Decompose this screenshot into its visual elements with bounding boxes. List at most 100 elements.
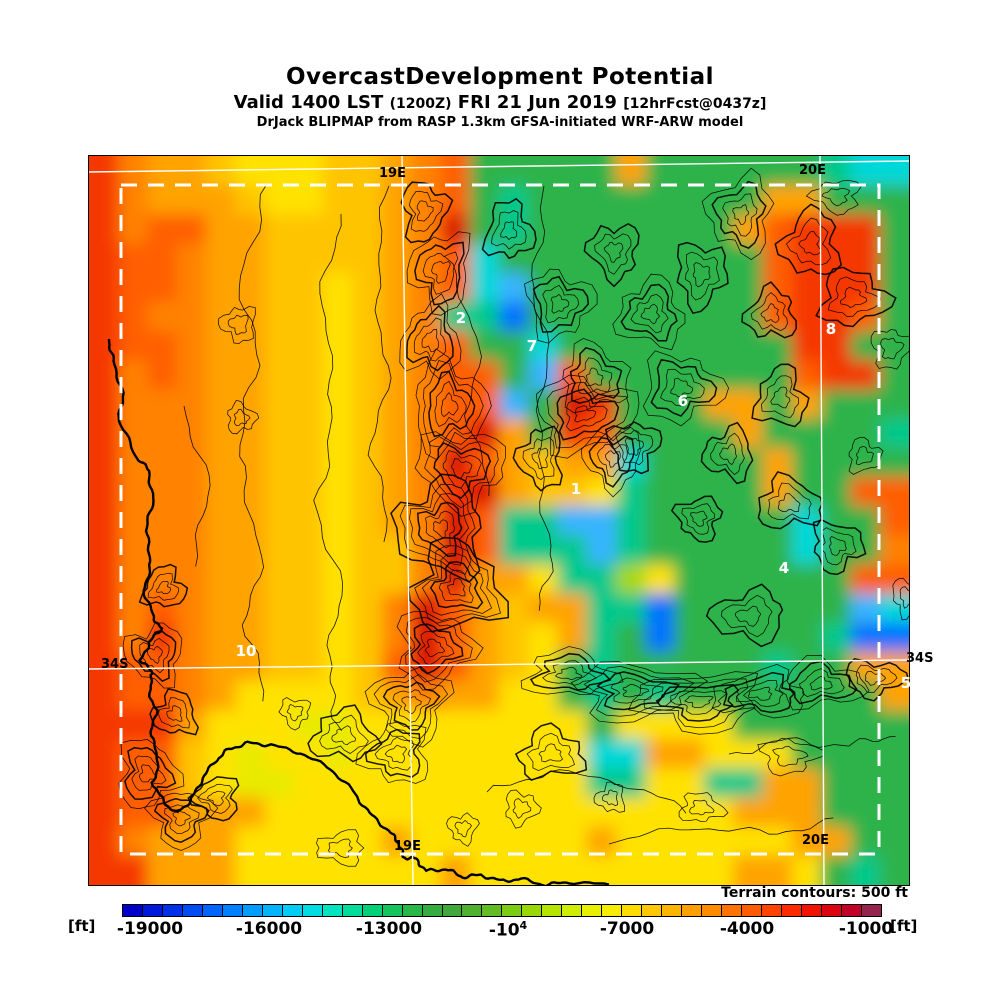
field-cell: [616, 593, 647, 624]
field-cell: [821, 826, 852, 858]
field-cell: [264, 505, 296, 537]
field-cell: [89, 797, 120, 828]
contour-ring: [532, 275, 590, 333]
field-cell: [616, 535, 647, 566]
field-cell: [469, 739, 501, 770]
field-cell: [557, 855, 589, 885]
field-cell: [206, 243, 237, 274]
field-cell: [879, 622, 909, 653]
colorbar-segment: [502, 905, 523, 916]
field-cell: [176, 564, 208, 595]
field-cell: [879, 360, 909, 391]
field-cell: [762, 272, 794, 303]
field-cell: [147, 855, 179, 885]
valid-date: FRI 21 Jun 2019: [457, 92, 617, 113]
field-cell: [206, 418, 237, 449]
field-cell: [118, 710, 149, 741]
colorbar-segment: [781, 905, 802, 916]
field-cell: [323, 710, 354, 741]
field-cell: [557, 272, 589, 303]
field-cell: [147, 564, 179, 595]
field-cell: [381, 855, 413, 885]
contour-ring: [799, 668, 845, 698]
field-cell: [850, 447, 881, 478]
field-cell: [89, 418, 120, 449]
field-cell: [850, 680, 881, 712]
field-cell: [850, 505, 881, 537]
field-cell: [674, 651, 706, 683]
coastline: [107, 338, 610, 885]
contour-ring: [554, 666, 583, 681]
field-cell: [645, 739, 676, 770]
field-cell: [176, 389, 208, 420]
contour-ring: [514, 722, 588, 781]
terrain-note: Terrain contours: 500 ft: [721, 885, 908, 901]
contour-ring: [747, 686, 773, 701]
contour-ring: [700, 421, 754, 485]
contour-ring: [562, 337, 632, 414]
field-cell: [89, 710, 120, 741]
contour-ring: [722, 193, 758, 237]
grid-label-20E: 20E: [802, 833, 829, 848]
field-cell: [850, 360, 881, 391]
field-cell: [352, 855, 384, 885]
field-cell: [118, 301, 149, 333]
contour-ring: [416, 200, 434, 222]
field-cell: [704, 418, 735, 449]
field-cell: [294, 622, 325, 653]
contour-ring: [588, 435, 635, 488]
field-cell: [381, 593, 413, 624]
contour-ring: [770, 386, 791, 409]
field-cell: [352, 505, 384, 537]
field-cell: [879, 593, 909, 624]
field-cell: [704, 505, 735, 537]
field-cell: [118, 331, 149, 362]
field-cell: [557, 214, 589, 245]
field-cell: [323, 535, 354, 566]
field-cell: [147, 535, 179, 566]
contour-ring: [757, 738, 825, 777]
contour-ring: [809, 675, 833, 691]
field-cell: [323, 739, 354, 770]
field-cell: [294, 768, 325, 799]
field-cell: [674, 476, 706, 508]
field-cell: [294, 797, 325, 828]
field-cell: [264, 768, 296, 799]
contour-ring: [602, 789, 618, 807]
colorbar-segment: [821, 905, 842, 916]
contour-ring: [774, 203, 843, 276]
field-cell: [879, 535, 909, 566]
contour-ring: [848, 436, 884, 475]
colorbar-segment: [382, 905, 403, 916]
contour-ring: [147, 645, 163, 665]
field-cell: [381, 739, 413, 770]
contour-ring: [805, 180, 863, 216]
site-label-1: 1: [570, 480, 582, 498]
contour-ring: [684, 695, 714, 708]
field-cell: [528, 593, 559, 624]
field-cell: [294, 331, 325, 362]
contour-ring: [431, 260, 451, 284]
field-cell: [381, 797, 413, 828]
field-cell: [411, 651, 442, 683]
field-cell: [528, 622, 559, 653]
colorbar-segment: [262, 905, 283, 916]
colorbar-segment: [462, 905, 483, 916]
field-cell: [821, 156, 852, 187]
contour-ring: [735, 680, 784, 707]
field-cell: [294, 243, 325, 274]
field-cell: [264, 622, 296, 653]
field-cell: [499, 710, 530, 741]
field-cell: [381, 360, 413, 391]
contour-line: [608, 817, 834, 845]
contour-ring: [319, 714, 369, 754]
contour-ring: [892, 577, 909, 621]
colorbar-segment: [622, 905, 643, 916]
field-cell: [850, 710, 881, 741]
field-cell: [147, 739, 179, 770]
field-cell: [89, 564, 120, 595]
field-cell: [206, 855, 237, 885]
contour-ring: [400, 181, 454, 244]
field-cell: [791, 185, 823, 216]
